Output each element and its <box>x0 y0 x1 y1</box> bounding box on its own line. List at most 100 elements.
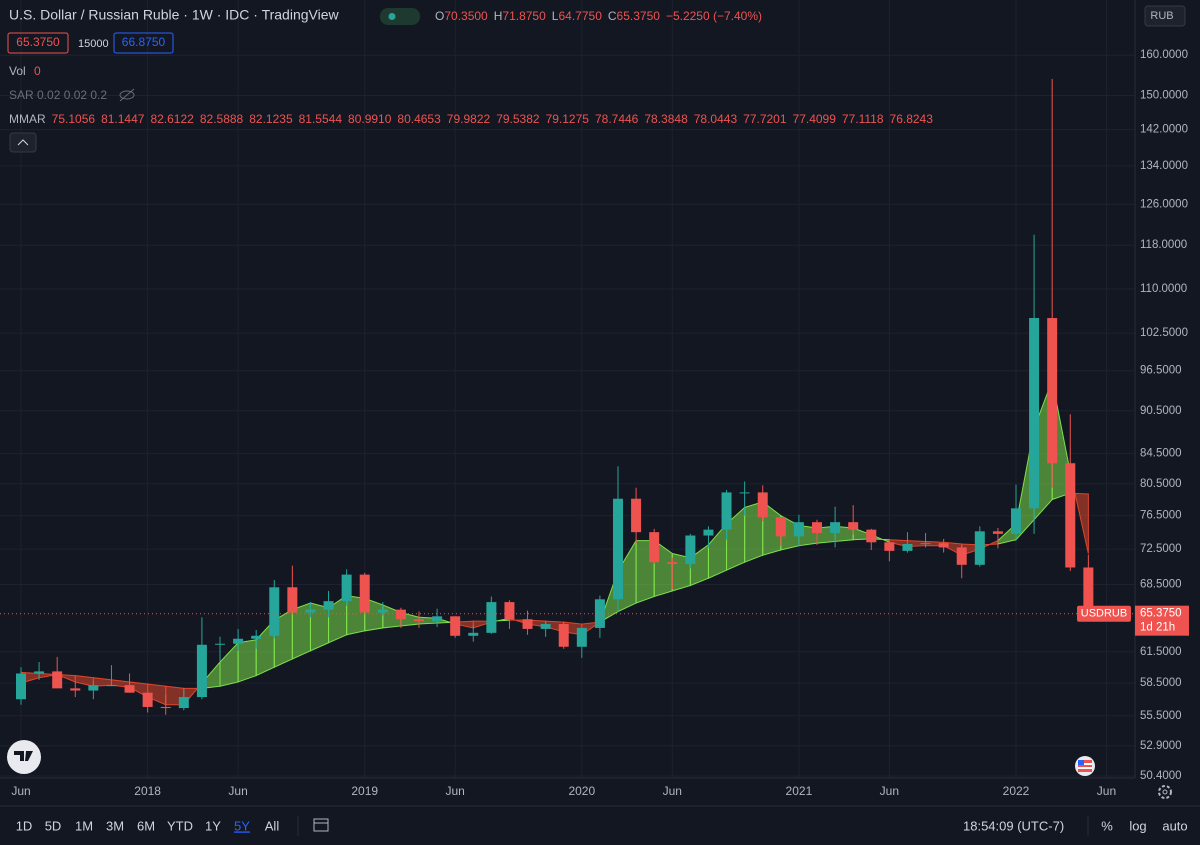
mmar-value: 81.5544 <box>299 112 343 126</box>
symbol-title: U.S. Dollar / Russian Ruble · 1W · IDC ·… <box>9 7 340 23</box>
ask-box[interactable] <box>113 32 174 54</box>
candle-body <box>902 543 913 551</box>
candle-body <box>938 543 949 548</box>
mmar-value: 78.3848 <box>644 112 688 126</box>
settings-icon[interactable] <box>1158 785 1172 799</box>
range-button[interactable]: 5D <box>45 818 62 833</box>
range-button[interactable]: 3M <box>106 818 124 833</box>
candle-body <box>558 624 569 647</box>
y-tick-label: 142.0000 <box>1140 124 1188 136</box>
mmar-value: 82.5888 <box>200 112 244 126</box>
volume-label: Vol <box>9 64 26 78</box>
candle-body <box>757 492 768 518</box>
candle-body <box>775 517 786 537</box>
range-button[interactable]: 6M <box>137 818 155 833</box>
mmar-value: 82.6122 <box>150 112 194 126</box>
mmar-value: 80.4653 <box>397 112 441 126</box>
ohlc-value: 65.3750 <box>617 9 661 23</box>
y-tick-label: 61.5000 <box>1140 646 1182 658</box>
y-tick-label: 134.0000 <box>1140 160 1188 172</box>
candle-body <box>613 498 623 600</box>
y-tick-label: 76.5000 <box>1140 510 1182 522</box>
y-tick-label: 72.5000 <box>1140 543 1182 555</box>
visibility-icon[interactable] <box>119 88 135 102</box>
mmar-value: 78.7446 <box>595 112 639 126</box>
ask: 66.8750 <box>122 35 166 49</box>
y-tick-label: 84.5000 <box>1140 448 1182 460</box>
status-dot <box>388 13 396 20</box>
range-button[interactable]: 5Y <box>234 818 250 833</box>
percent-toggle[interactable]: % <box>1101 818 1113 833</box>
mmar-value: 79.5382 <box>496 112 540 126</box>
ohlc-change: −5.2250 (−7.40%) <box>666 9 762 23</box>
y-tick-label: 80.5000 <box>1140 478 1182 490</box>
candle-body <box>739 492 750 494</box>
candle-body <box>1029 318 1040 509</box>
mmar-value: 75.1056 <box>52 112 96 126</box>
range-button[interactable]: YTD <box>167 818 193 833</box>
price-tag <box>1135 605 1189 636</box>
candle-body <box>215 643 225 645</box>
range-button[interactable]: 1M <box>75 818 93 833</box>
candle-body <box>16 673 26 700</box>
ribbon-segment <box>237 639 257 683</box>
candle-body <box>920 543 931 545</box>
candle-body <box>287 587 298 613</box>
mmar-value: 76.8243 <box>890 112 934 126</box>
mmar-label: MMAR <box>9 112 46 126</box>
mmar-value: 77.7201 <box>743 112 787 126</box>
y-tick-label: 118.0000 <box>1140 239 1187 251</box>
currency-button[interactable] <box>1144 5 1186 27</box>
candle-body <box>142 692 153 707</box>
range-button[interactable]: 1Y <box>205 818 221 833</box>
flag-icon[interactable] <box>1075 756 1095 776</box>
x-tick-label: Jun <box>446 784 465 798</box>
candle-body <box>848 522 859 530</box>
candle-body <box>323 601 334 610</box>
y-tick-label: 150.0000 <box>1140 90 1188 102</box>
candle-body <box>594 599 605 628</box>
x-tick-label: Jun <box>11 784 30 798</box>
candle-body <box>540 624 551 629</box>
log-toggle[interactable]: log <box>1129 818 1146 833</box>
candle-body <box>124 685 135 693</box>
mmar-value: 79.9822 <box>447 112 491 126</box>
tradingview-logo[interactable] <box>7 740 41 774</box>
candle-body <box>88 685 99 691</box>
collapse-icon <box>17 139 29 146</box>
bid-box[interactable] <box>7 32 69 54</box>
auto-toggle[interactable]: auto <box>1162 818 1187 833</box>
clock: 18:54:09 (UTC-7) <box>963 818 1064 833</box>
candle-body <box>377 609 388 613</box>
mmar-value: 80.9910 <box>348 112 392 126</box>
mmar-value: 77.4099 <box>793 112 837 126</box>
candle-body <box>721 492 732 530</box>
candle-body <box>359 574 370 613</box>
ohlc-value: 71.8750 <box>502 9 546 23</box>
bid: 65.3750 <box>16 35 60 49</box>
candle-body <box>269 587 280 636</box>
candle-body <box>305 609 316 613</box>
y-tick-label: 52.9000 <box>1140 740 1182 752</box>
candle-body <box>667 562 678 564</box>
candle-body <box>504 602 515 620</box>
spread: 15000 <box>78 38 109 50</box>
y-tick-label: 68.5000 <box>1140 579 1182 591</box>
currency: RUB <box>1150 10 1173 22</box>
symbol-tag <box>1077 605 1131 622</box>
range-button[interactable]: All <box>265 818 280 833</box>
mmar-value: 77.1118 <box>842 112 884 126</box>
candle-body <box>1011 508 1021 534</box>
candle-body <box>160 706 171 709</box>
status-pill[interactable] <box>380 8 420 25</box>
sar-legend: SAR 0.02 0.02 0.2 <box>9 88 107 102</box>
collapse-button[interactable] <box>9 132 37 153</box>
date-range-icon[interactable] <box>313 818 329 832</box>
candle-body <box>576 627 587 647</box>
candle-body <box>631 498 642 533</box>
range-button[interactable]: 1D <box>16 818 33 833</box>
candle-body <box>812 522 822 533</box>
candle-body <box>1083 567 1094 614</box>
